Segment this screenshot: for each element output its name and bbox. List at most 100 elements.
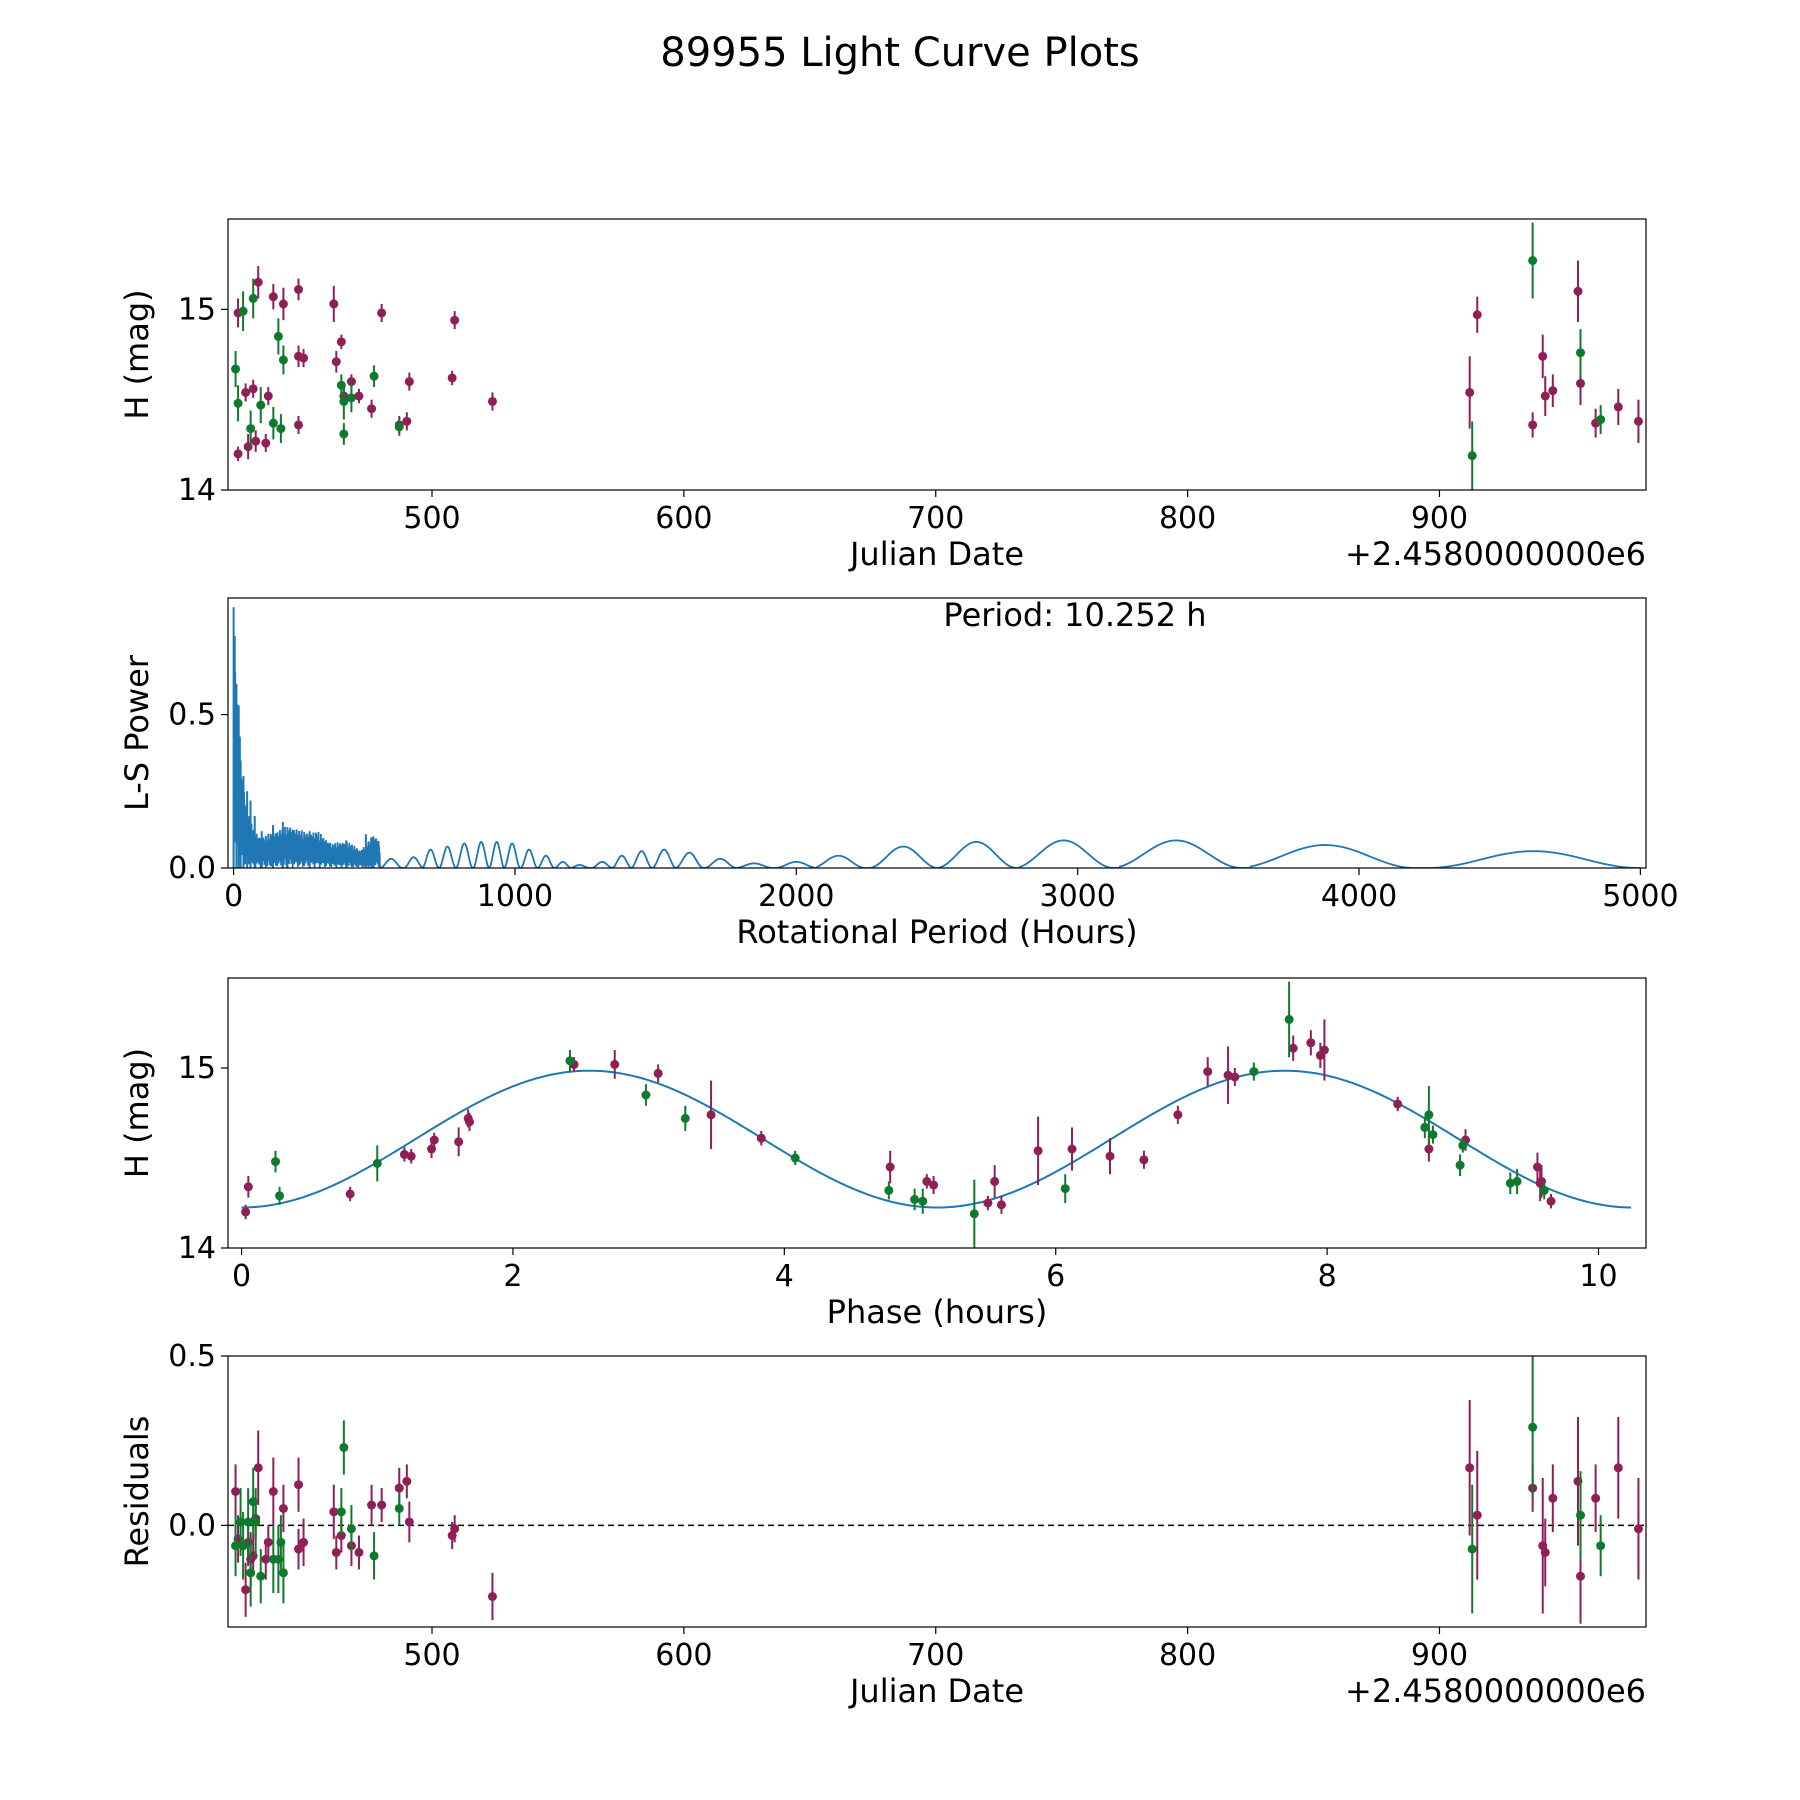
data-point bbox=[367, 1500, 377, 1510]
data-point bbox=[251, 436, 261, 446]
data-point bbox=[1472, 310, 1482, 320]
data-point bbox=[377, 308, 387, 318]
data-point bbox=[1596, 1541, 1606, 1551]
data-point bbox=[790, 1153, 800, 1163]
data-point bbox=[339, 1442, 349, 1452]
data-point bbox=[345, 1189, 355, 1199]
data-point bbox=[1249, 1067, 1259, 1077]
panel-phased-curve: 0 2 4 6 8 10 14 15 Phase (hours) H (mag) bbox=[118, 977, 1647, 1331]
data-point bbox=[346, 1524, 356, 1534]
data-point bbox=[256, 400, 266, 410]
y-tick-label: 0.5 bbox=[168, 1339, 216, 1374]
data-point bbox=[1633, 1524, 1643, 1534]
data-point bbox=[610, 1059, 620, 1069]
x-tick-label: 5000 bbox=[1602, 879, 1678, 914]
data-point bbox=[278, 355, 288, 365]
plot-area bbox=[231, 222, 1643, 490]
data-point bbox=[238, 1541, 248, 1551]
data-point bbox=[653, 1068, 663, 1078]
figure-title: 89955 Light Curve Plots bbox=[660, 30, 1139, 76]
data-point bbox=[241, 1207, 251, 1217]
data-point bbox=[983, 1198, 993, 1208]
data-point bbox=[1546, 1196, 1556, 1206]
data-point bbox=[996, 1200, 1006, 1210]
axes-frame bbox=[227, 977, 1647, 1249]
data-point bbox=[253, 1463, 263, 1473]
data-point bbox=[450, 1524, 460, 1534]
data-point bbox=[1512, 1176, 1522, 1186]
x-tick-label: 900 bbox=[1411, 1638, 1468, 1673]
data-point bbox=[1540, 391, 1550, 401]
data-point bbox=[680, 1113, 690, 1123]
plot-area bbox=[232, 607, 1641, 868]
y-tick-label: 15 bbox=[178, 292, 216, 327]
data-point bbox=[1420, 1122, 1430, 1132]
y-tick-label: 0.0 bbox=[168, 851, 216, 886]
x-tick-label: 3000 bbox=[1039, 879, 1115, 914]
data-point bbox=[268, 418, 278, 428]
plot-area bbox=[241, 981, 1632, 1248]
data-point bbox=[339, 396, 349, 406]
data-point bbox=[336, 1507, 346, 1517]
data-point bbox=[1203, 1067, 1213, 1077]
data-point bbox=[241, 387, 251, 397]
data-point bbox=[884, 1185, 894, 1195]
data-point bbox=[1284, 1014, 1294, 1024]
data-point bbox=[1576, 1510, 1586, 1520]
period-annotation: Period: 10.252 h bbox=[943, 596, 1206, 634]
data-point bbox=[487, 1592, 497, 1602]
data-point bbox=[241, 1585, 251, 1595]
data-point bbox=[969, 1209, 979, 1219]
y-tick-label: 15 bbox=[178, 1051, 216, 1086]
data-point bbox=[270, 1157, 280, 1167]
data-point bbox=[243, 1182, 253, 1192]
data-point bbox=[1472, 1510, 1482, 1520]
data-point bbox=[1596, 415, 1606, 425]
data-point bbox=[918, 1196, 928, 1206]
x-tick-label: 6 bbox=[1046, 1259, 1065, 1294]
x-tick-label: 4 bbox=[775, 1259, 794, 1294]
y-axis-label: H (mag) bbox=[118, 1048, 156, 1178]
data-point bbox=[1288, 1043, 1298, 1053]
data-point bbox=[1539, 1185, 1549, 1195]
x-offset-label: +2.4580000000e6 bbox=[1345, 1672, 1646, 1710]
data-point bbox=[454, 1137, 464, 1147]
data-point bbox=[354, 1547, 364, 1557]
data-point bbox=[276, 424, 286, 434]
data-point bbox=[1428, 1130, 1438, 1140]
x-tick-label: 600 bbox=[655, 1638, 712, 1673]
data-point bbox=[367, 404, 377, 414]
x-tick-label: 10 bbox=[1579, 1259, 1617, 1294]
data-point bbox=[231, 364, 241, 374]
data-point bbox=[1613, 402, 1623, 412]
plot-area bbox=[228, 1356, 1646, 1624]
data-point bbox=[372, 1158, 382, 1168]
y-axis-label: L-S Power bbox=[118, 654, 156, 811]
data-point bbox=[233, 398, 243, 408]
data-point bbox=[246, 424, 256, 434]
x-tick-label: 0 bbox=[232, 1259, 251, 1294]
data-point bbox=[1230, 1072, 1240, 1082]
data-point bbox=[275, 1191, 285, 1201]
data-point bbox=[294, 284, 304, 294]
data-point bbox=[329, 299, 339, 309]
data-point bbox=[1528, 256, 1538, 266]
x-axis-label: Rotational Period (Hours) bbox=[736, 913, 1137, 951]
x-axis-label: Julian Date bbox=[848, 1672, 1024, 1710]
data-point bbox=[487, 396, 497, 406]
data-point bbox=[465, 1117, 475, 1127]
x-tick-label: 500 bbox=[403, 1638, 460, 1673]
x-tick-label: 2000 bbox=[758, 879, 834, 914]
data-point bbox=[1173, 1110, 1183, 1120]
panel-periodogram: 0 1000 2000 3000 4000 5000 0.0 0.5 Rotational Pe… bbox=[118, 596, 1679, 951]
y-axis-label: Residuals bbox=[118, 1416, 156, 1568]
x-axis-label: Julian Date bbox=[848, 535, 1024, 573]
y-tick-label: 0.5 bbox=[168, 698, 216, 733]
data-point bbox=[1467, 451, 1477, 461]
data-point bbox=[278, 1568, 288, 1578]
data-point bbox=[404, 377, 414, 387]
x-tick-label: 800 bbox=[1159, 501, 1216, 536]
data-point bbox=[1033, 1146, 1043, 1156]
x-tick-label: 500 bbox=[403, 501, 460, 536]
